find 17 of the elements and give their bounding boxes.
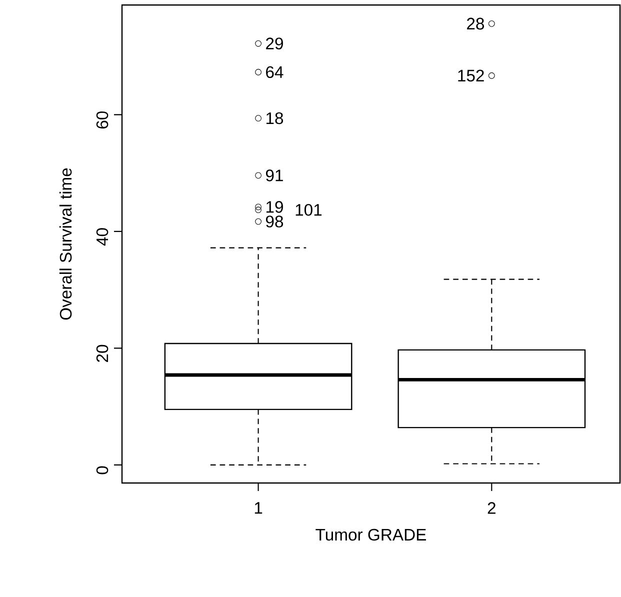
- annotation: 29: [266, 38, 283, 50]
- annotation: 98: [266, 216, 284, 228]
- y-tick-label: 40: [96, 228, 108, 246]
- annotation: 101: [296, 204, 322, 216]
- x-axis-title: Tumor GRADE: [316, 528, 426, 541]
- annotation: 28: [467, 18, 484, 30]
- annotation: 152: [458, 70, 484, 82]
- y-tick-label: 20: [96, 344, 108, 362]
- y-tick-label: 60: [96, 111, 108, 128]
- x-tick-label: 2: [488, 502, 496, 514]
- x-tick-label: 1: [254, 502, 262, 514]
- annotation: 64: [266, 66, 284, 78]
- y-tick-label: 0: [96, 466, 108, 474]
- y-axis-title: Overall Survival time: [59, 168, 72, 320]
- annotation: 91: [266, 170, 283, 182]
- annotation: 18: [266, 112, 284, 124]
- annotation: 19: [266, 201, 283, 213]
